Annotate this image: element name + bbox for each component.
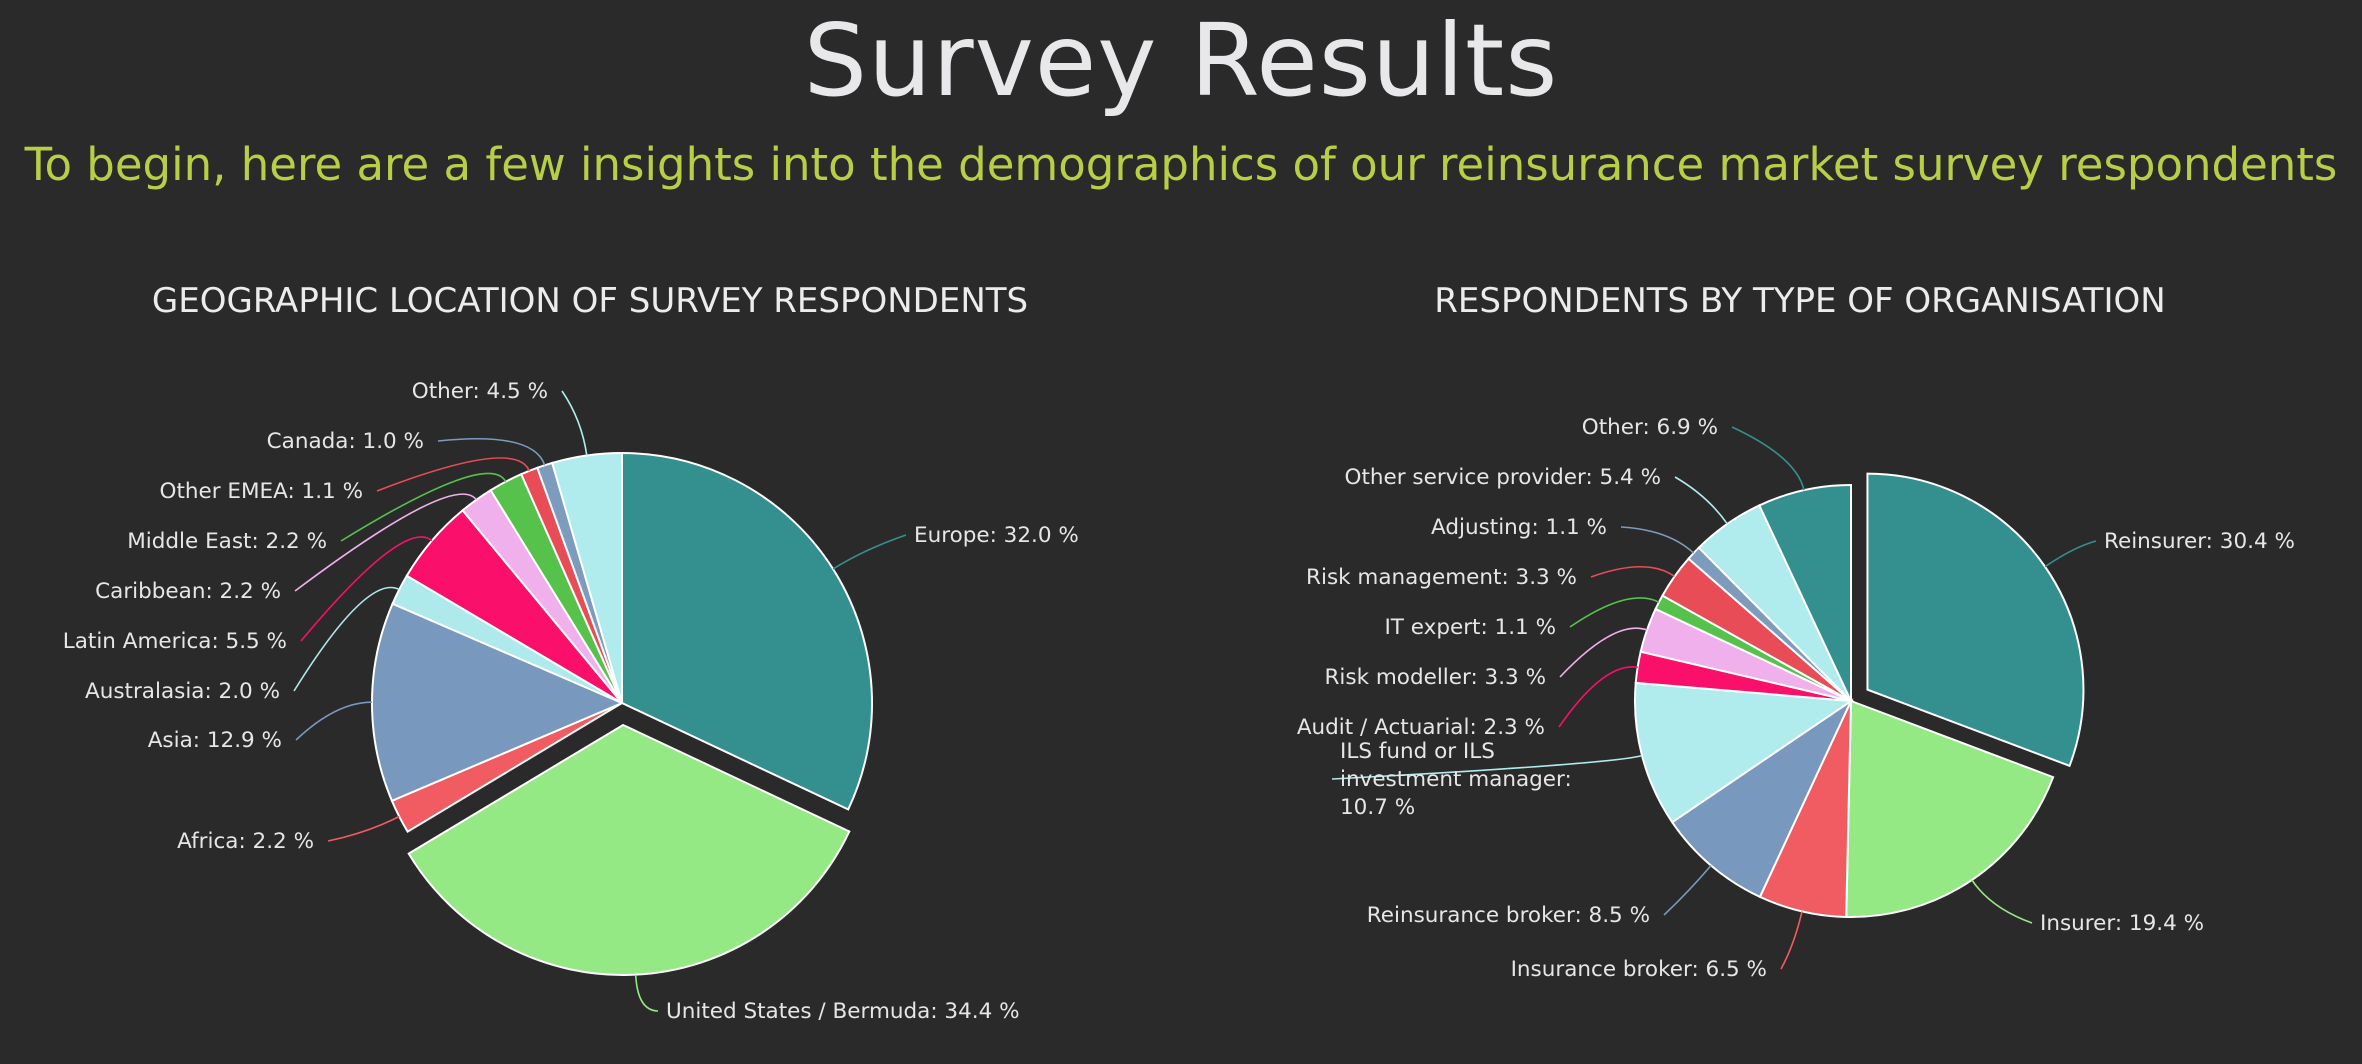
pie-slice-label: Caribbean: 2.2 % xyxy=(95,579,281,604)
pie-slice-label: Adjusting: 1.1 % xyxy=(1431,515,1607,540)
pie-label-connector xyxy=(1971,879,2033,924)
pie-slice xyxy=(1866,472,2085,768)
pie-slice-label: Australasia: 2.0 % xyxy=(85,679,280,704)
pie-slice xyxy=(407,723,851,976)
pie-slice-label: Other EMEA: 1.1 % xyxy=(160,479,363,504)
chart-title-organisation: RESPONDENTS BY TYPE OF ORGANISATION xyxy=(1434,281,2166,321)
page-title: Survey Results xyxy=(803,2,1559,119)
pie-slice-label: Latin America: 5.5 % xyxy=(63,629,287,654)
pie-label-connector xyxy=(437,437,546,466)
pie-label-connector xyxy=(1620,526,1695,554)
pie-slice xyxy=(621,451,873,811)
pie-label-connector xyxy=(295,701,373,741)
pie-label-connector xyxy=(294,493,477,592)
pie-slice-label: Insurance broker: 6.5 % xyxy=(1511,957,1767,982)
pie-label-connector xyxy=(1590,565,1675,578)
pie-slice xyxy=(1634,681,1854,824)
pie-label-connector xyxy=(1663,864,1712,916)
pie-label-connector xyxy=(327,815,400,842)
pie-slice-label: Canada: 1.0 % xyxy=(267,429,424,454)
pie-slice-label: Other: 4.5 % xyxy=(412,379,548,404)
pie-label-connector xyxy=(1780,911,1803,970)
pie-slice-label: Reinsurance broker: 8.5 % xyxy=(1367,903,1650,928)
pie-slice-label: ILS fund or ILS investment manager: 10.7 % xyxy=(1340,739,1572,820)
pie-slice-label: Asia: 12.9 % xyxy=(148,728,282,753)
pie-slice-label: Audit / Actuarial: 2.3 % xyxy=(1297,715,1545,740)
pie-label-connector xyxy=(2044,540,2097,568)
page-subtitle: To begin, here are a few insights into t… xyxy=(24,138,2338,191)
pie-label-connector xyxy=(1674,476,1728,525)
pie-slice-label: Insurer: 19.4 % xyxy=(2040,911,2204,936)
pie-slice-label: Other service provider: 5.4 % xyxy=(1345,465,1661,490)
pie-label-connector xyxy=(634,974,659,1012)
pie-slice-label: Other: 6.9 % xyxy=(1582,415,1718,440)
pie-slice-label: Middle East: 2.2 % xyxy=(127,529,327,554)
pie-slice-label: Risk modeller: 3.3 % xyxy=(1324,665,1546,690)
pie-label-connector xyxy=(293,586,400,692)
pie-label-connector xyxy=(300,536,433,642)
pie-label-connector xyxy=(1731,426,1805,491)
pie-label-connector xyxy=(340,472,507,542)
pie-slice-label: Reinsurer: 30.4 % xyxy=(2104,529,2295,554)
chart-title-geographic: GEOGRAPHIC LOCATION OF SURVEY RESPONDENT… xyxy=(151,281,1029,321)
pie-chart-2: Reinsurer: 30.4 % Insurer: 19.4 % Insuranc… xyxy=(1297,415,2295,982)
pie-chart-1: Europe: 32.0 % United States / Bermuda: 3… xyxy=(63,379,1079,1024)
pie-label-connector xyxy=(1331,754,1643,780)
pie-label-connector xyxy=(1558,666,1638,728)
pie-slice xyxy=(1845,699,2055,918)
pie-slice-label: Europe: 32.0 % xyxy=(914,523,1079,548)
pie-slice xyxy=(1670,698,1854,899)
pie-slice-label: Africa: 2.2 % xyxy=(177,829,314,854)
pie-label-connector xyxy=(376,457,530,492)
pie-label-connector xyxy=(832,534,907,570)
pie-label-connector xyxy=(561,390,588,456)
pie-slice-label: IT expert: 1.1 % xyxy=(1384,615,1556,640)
pie-label-connector xyxy=(1569,597,1660,628)
pie-label-connector xyxy=(1559,627,1648,678)
pie-slice-label: United States / Bermuda: 34.4 % xyxy=(666,999,1020,1024)
pie-slice-label: Risk management: 3.3 % xyxy=(1306,565,1577,590)
